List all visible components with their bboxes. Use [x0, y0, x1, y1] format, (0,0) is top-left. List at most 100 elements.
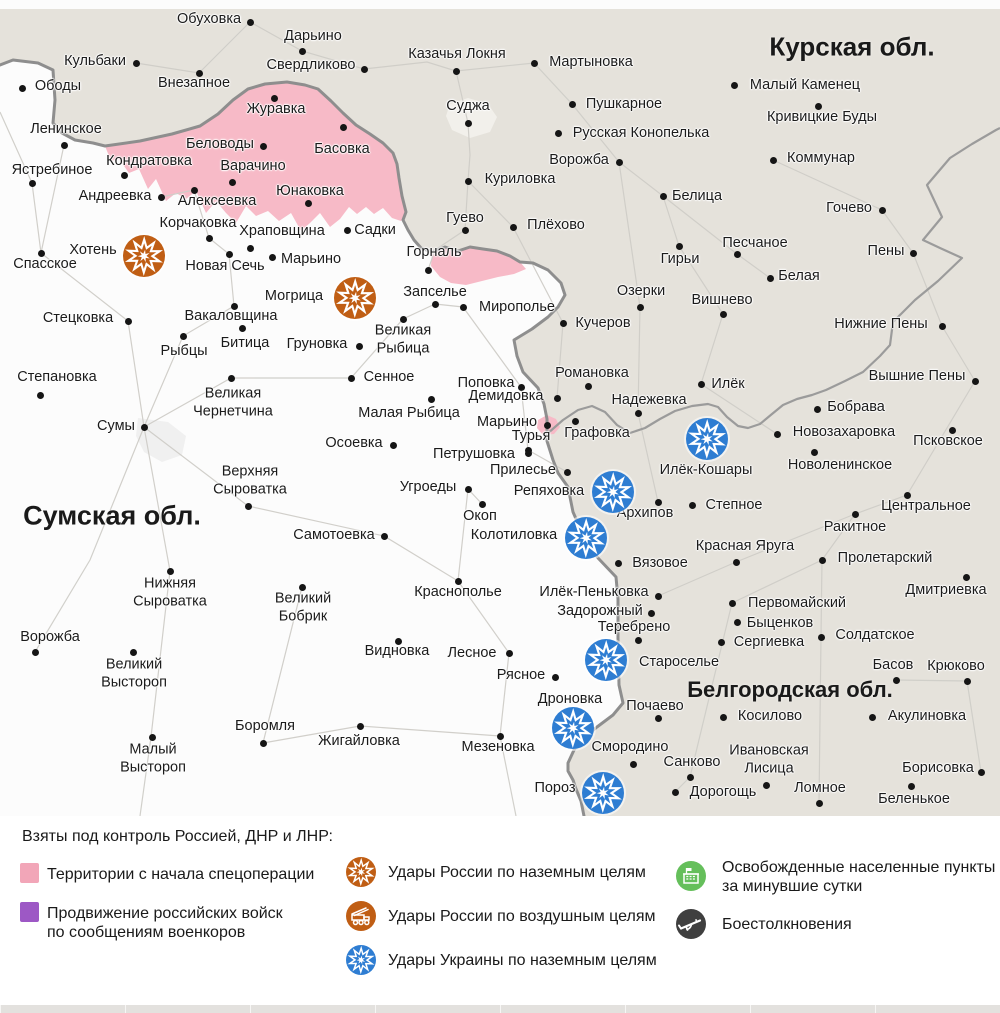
russia-ground-strike-icon	[346, 857, 376, 887]
place-dot	[878, 206, 886, 214]
place-label: Степное	[705, 497, 763, 514]
place-dot	[732, 558, 740, 566]
place-dot	[568, 100, 576, 108]
place-dot	[259, 142, 267, 150]
place-label: Нижняя Сыроватка	[133, 575, 207, 609]
place-dot	[762, 781, 770, 789]
place-label: Беленькое	[878, 791, 950, 808]
place-dot	[903, 491, 911, 499]
place-dot	[851, 510, 859, 518]
place-label: Дорогощь	[689, 784, 757, 801]
place-label: Журавка	[246, 101, 306, 118]
place-label: Спасское	[13, 256, 77, 273]
legend-label-liberated: Освобожденные населенные пункты за минув…	[722, 859, 996, 895]
place-label: Дроновка	[537, 691, 603, 708]
place-label: Рясное	[496, 667, 546, 684]
place-label: Храповщина	[239, 223, 325, 240]
place-dot	[461, 226, 469, 234]
place-label: Великий Бобрик	[274, 590, 332, 624]
place-label: Смородино	[591, 739, 669, 756]
place-label: Великая Чернетчина	[193, 385, 273, 419]
place-dot	[530, 59, 538, 67]
strike-marker-ua-ground	[585, 639, 627, 681]
place-dot	[360, 65, 368, 73]
place-label: Садки	[354, 222, 396, 239]
place-label: Груновка	[286, 336, 348, 353]
place-dot	[157, 193, 165, 201]
place-label: Вакаловщина	[184, 308, 278, 325]
place-dot	[553, 394, 561, 402]
place-label: Борисовка	[902, 760, 974, 777]
legend-label-ru-ground: Удары России по наземным целям	[388, 864, 646, 881]
place-dot	[629, 760, 637, 768]
pink-territory-swatch	[20, 863, 39, 883]
place-label: Марьино	[476, 414, 538, 431]
place-dot	[343, 226, 351, 234]
place-dot	[733, 250, 741, 258]
place-dot	[559, 319, 567, 327]
place-dot	[614, 559, 622, 567]
place-dot	[227, 374, 235, 382]
place-dot	[228, 178, 236, 186]
place-label: Угроеды	[399, 479, 457, 496]
place-label: Малая Рыбица	[358, 405, 460, 422]
place-label: Вишнево	[691, 292, 753, 309]
place-label: Песчаное	[722, 235, 788, 252]
legend-label-combat: Боестолкновения	[722, 916, 852, 933]
place-label: Акулиновка	[887, 708, 967, 725]
place-dot	[60, 141, 68, 149]
place-label: Варачино	[220, 158, 286, 175]
place-dot	[18, 84, 26, 92]
place-dot	[129, 648, 137, 656]
legend-label-ru-air: Удары России по воздушным целям	[388, 908, 656, 925]
place-dot	[195, 69, 203, 77]
place-label: Графовка	[564, 425, 630, 442]
russia-region	[0, 9, 1000, 816]
place-dot	[356, 722, 364, 730]
place-label: Басов	[872, 657, 914, 674]
place-label: Пролетарский	[837, 550, 933, 567]
region-title: Курская обл.	[769, 31, 935, 62]
place-label: Гочево	[826, 200, 872, 217]
place-dot	[907, 782, 915, 790]
place-label: Беловоды	[186, 136, 254, 153]
strike-marker-ru-ground	[334, 277, 376, 319]
place-dot	[179, 332, 187, 340]
place-label: Сенное	[363, 369, 415, 386]
place-dot	[773, 430, 781, 438]
place-dot	[339, 123, 347, 131]
place-dot	[769, 156, 777, 164]
place-dot	[868, 713, 876, 721]
place-label: Дарьино	[284, 28, 342, 45]
place-dot	[509, 223, 517, 231]
place-dot	[654, 498, 662, 506]
place-dot	[459, 303, 467, 311]
place-label: Петрушовка	[433, 446, 515, 463]
place-dot	[225, 250, 233, 258]
pink-territory-north	[105, 82, 406, 231]
place-label: Илёк	[711, 376, 745, 393]
place-dot	[31, 648, 39, 656]
place-dot	[28, 179, 36, 187]
place-dot	[688, 501, 696, 509]
place-label: Колотиловка	[470, 527, 558, 544]
place-dot	[124, 317, 132, 325]
place-dot	[654, 592, 662, 600]
place-dot	[686, 773, 694, 781]
place-label: Юнаковка	[276, 183, 344, 200]
liberated-settlements-icon	[676, 861, 706, 891]
place-label: Басовка	[314, 141, 370, 158]
place-label: Бобрава	[827, 399, 885, 416]
place-dot	[347, 374, 355, 382]
place-dot	[205, 234, 213, 242]
place-label: Озерки	[616, 283, 666, 300]
place-label: Малый Каменец	[749, 77, 861, 94]
place-dot	[818, 556, 826, 564]
place-label: Обуховка	[176, 11, 242, 28]
place-label: Великая Рыбица	[374, 322, 432, 356]
place-dot	[505, 649, 513, 657]
place-label: Прилесье	[490, 462, 556, 479]
place-label: Вышние Пены	[868, 368, 966, 385]
ukraine-ground-strike-icon	[346, 945, 376, 975]
place-dot	[132, 59, 140, 67]
